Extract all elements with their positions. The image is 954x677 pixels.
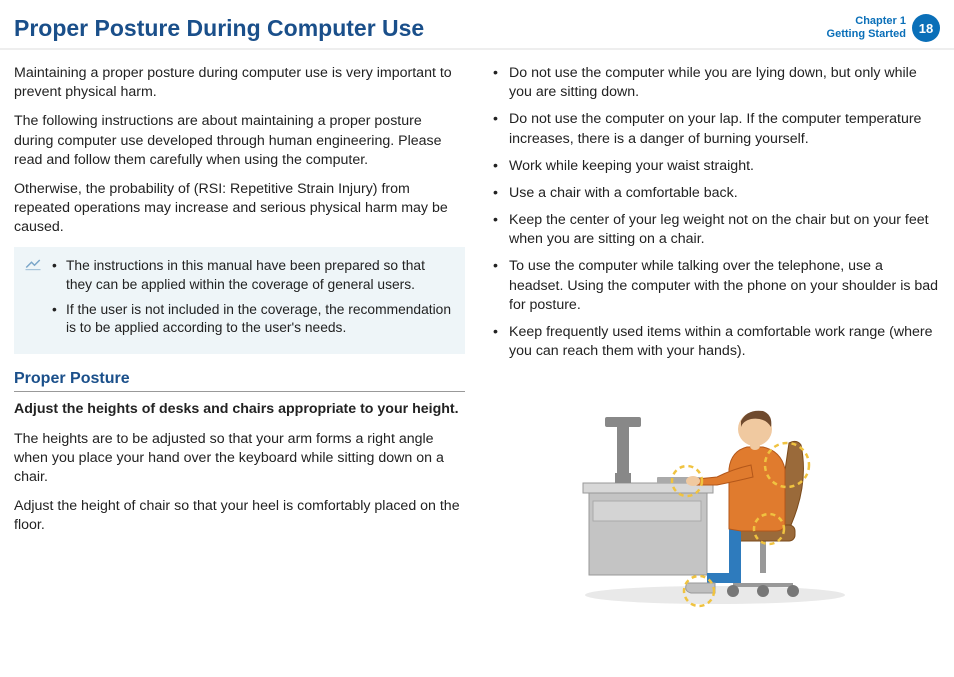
page-title: Proper Posture During Computer Use	[14, 15, 424, 42]
note-list: The instructions in this manual have bee…	[50, 257, 453, 344]
intro-para-2: The following instructions are about mai…	[14, 112, 465, 170]
page-number-badge: 18	[912, 14, 940, 42]
content-area: Maintaining a proper posture during comp…	[0, 50, 954, 608]
list-item: Work while keeping your waist straight.	[489, 157, 940, 176]
body-para-5: Adjust the height of chair so that your …	[14, 497, 465, 535]
intro-para-1: Maintaining a proper posture during comp…	[14, 64, 465, 102]
note-item: If the user is not included in the cover…	[50, 301, 453, 338]
note-item: The instructions in this manual have bee…	[50, 257, 453, 294]
posture-bullets: Do not use the computer while you are ly…	[489, 64, 940, 361]
list-item: To use the computer while talking over t…	[489, 257, 940, 315]
list-item: Do not use the computer while you are ly…	[489, 64, 940, 102]
posture-illustration	[489, 373, 940, 608]
list-item: Keep the center of your leg weight not o…	[489, 211, 940, 249]
note-icon	[22, 257, 44, 344]
list-item: Use a chair with a comfortable back.	[489, 184, 940, 203]
list-item: Keep frequently used items within a comf…	[489, 323, 940, 361]
sub-heading: Adjust the heights of desks and chairs a…	[14, 400, 465, 419]
list-item: Do not use the computer on your lap. If …	[489, 110, 940, 148]
chapter-line2: Getting Started	[827, 28, 906, 41]
right-column: Do not use the computer while you are ly…	[489, 64, 940, 608]
chapter-label: Chapter 1 Getting Started	[827, 15, 906, 40]
header-right: Chapter 1 Getting Started 18	[827, 14, 940, 42]
section-heading: Proper Posture	[14, 368, 465, 393]
intro-para-3: Otherwise, the probability of (RSI: Repe…	[14, 180, 465, 238]
page-header: Proper Posture During Computer Use Chapt…	[0, 0, 954, 50]
left-column: Maintaining a proper posture during comp…	[14, 64, 465, 608]
body-para-4: The heights are to be adjusted so that y…	[14, 430, 465, 488]
note-box: The instructions in this manual have bee…	[14, 247, 465, 354]
chapter-line1: Chapter 1	[827, 15, 906, 28]
